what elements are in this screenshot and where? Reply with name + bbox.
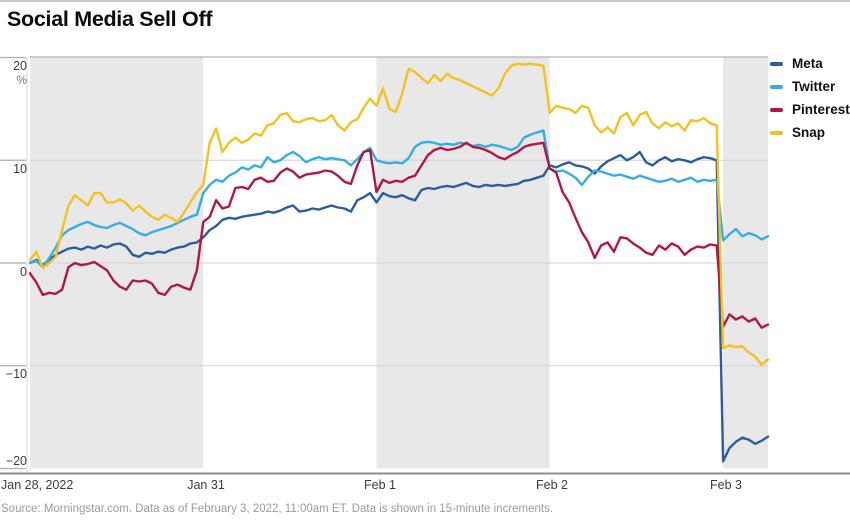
page-title: Social Media Sell Off [7, 7, 213, 31]
x-tick-label-jan31: Jan 31 [187, 478, 225, 492]
y-tick-label-0: 0 [20, 265, 27, 279]
y-tick-label-neg10: −10 [5, 367, 27, 381]
twitter-line-swatch-icon [770, 84, 783, 89]
legend-label-meta: Meta [792, 56, 823, 71]
x-tick-label-jan28: Jan 28, 2022 [1, 478, 74, 492]
top-rule [0, 0, 850, 2]
legend-item-meta: Meta [770, 52, 850, 75]
source-note: Source: Morningstar.com. Data as of Febr… [1, 503, 554, 515]
legend: Meta Twitter Pinterest Snap [770, 52, 850, 144]
snap-line-swatch-icon [770, 130, 783, 135]
y-tick-label-20: 20 [13, 59, 27, 73]
y-axis-unit: % [16, 73, 27, 87]
legend-label-pinterest: Pinterest [792, 102, 850, 117]
pinterest-line-swatch-icon [770, 107, 783, 112]
meta-line-swatch-icon [770, 61, 783, 66]
legend-item-pinterest: Pinterest [770, 98, 850, 121]
y-tick-label-neg20: −20 [5, 454, 27, 468]
x-tick-label-feb3: Feb 3 [710, 478, 742, 492]
x-tick-label-feb1: Feb 1 [364, 478, 396, 492]
legend-item-twitter: Twitter [770, 75, 850, 98]
y-tick-label-10: 10 [13, 162, 27, 176]
legend-label-twitter: Twitter [792, 79, 836, 94]
legend-label-snap: Snap [792, 125, 826, 140]
x-tick-label-feb2: Feb 2 [536, 478, 568, 492]
legend-item-snap: Snap [770, 121, 850, 144]
